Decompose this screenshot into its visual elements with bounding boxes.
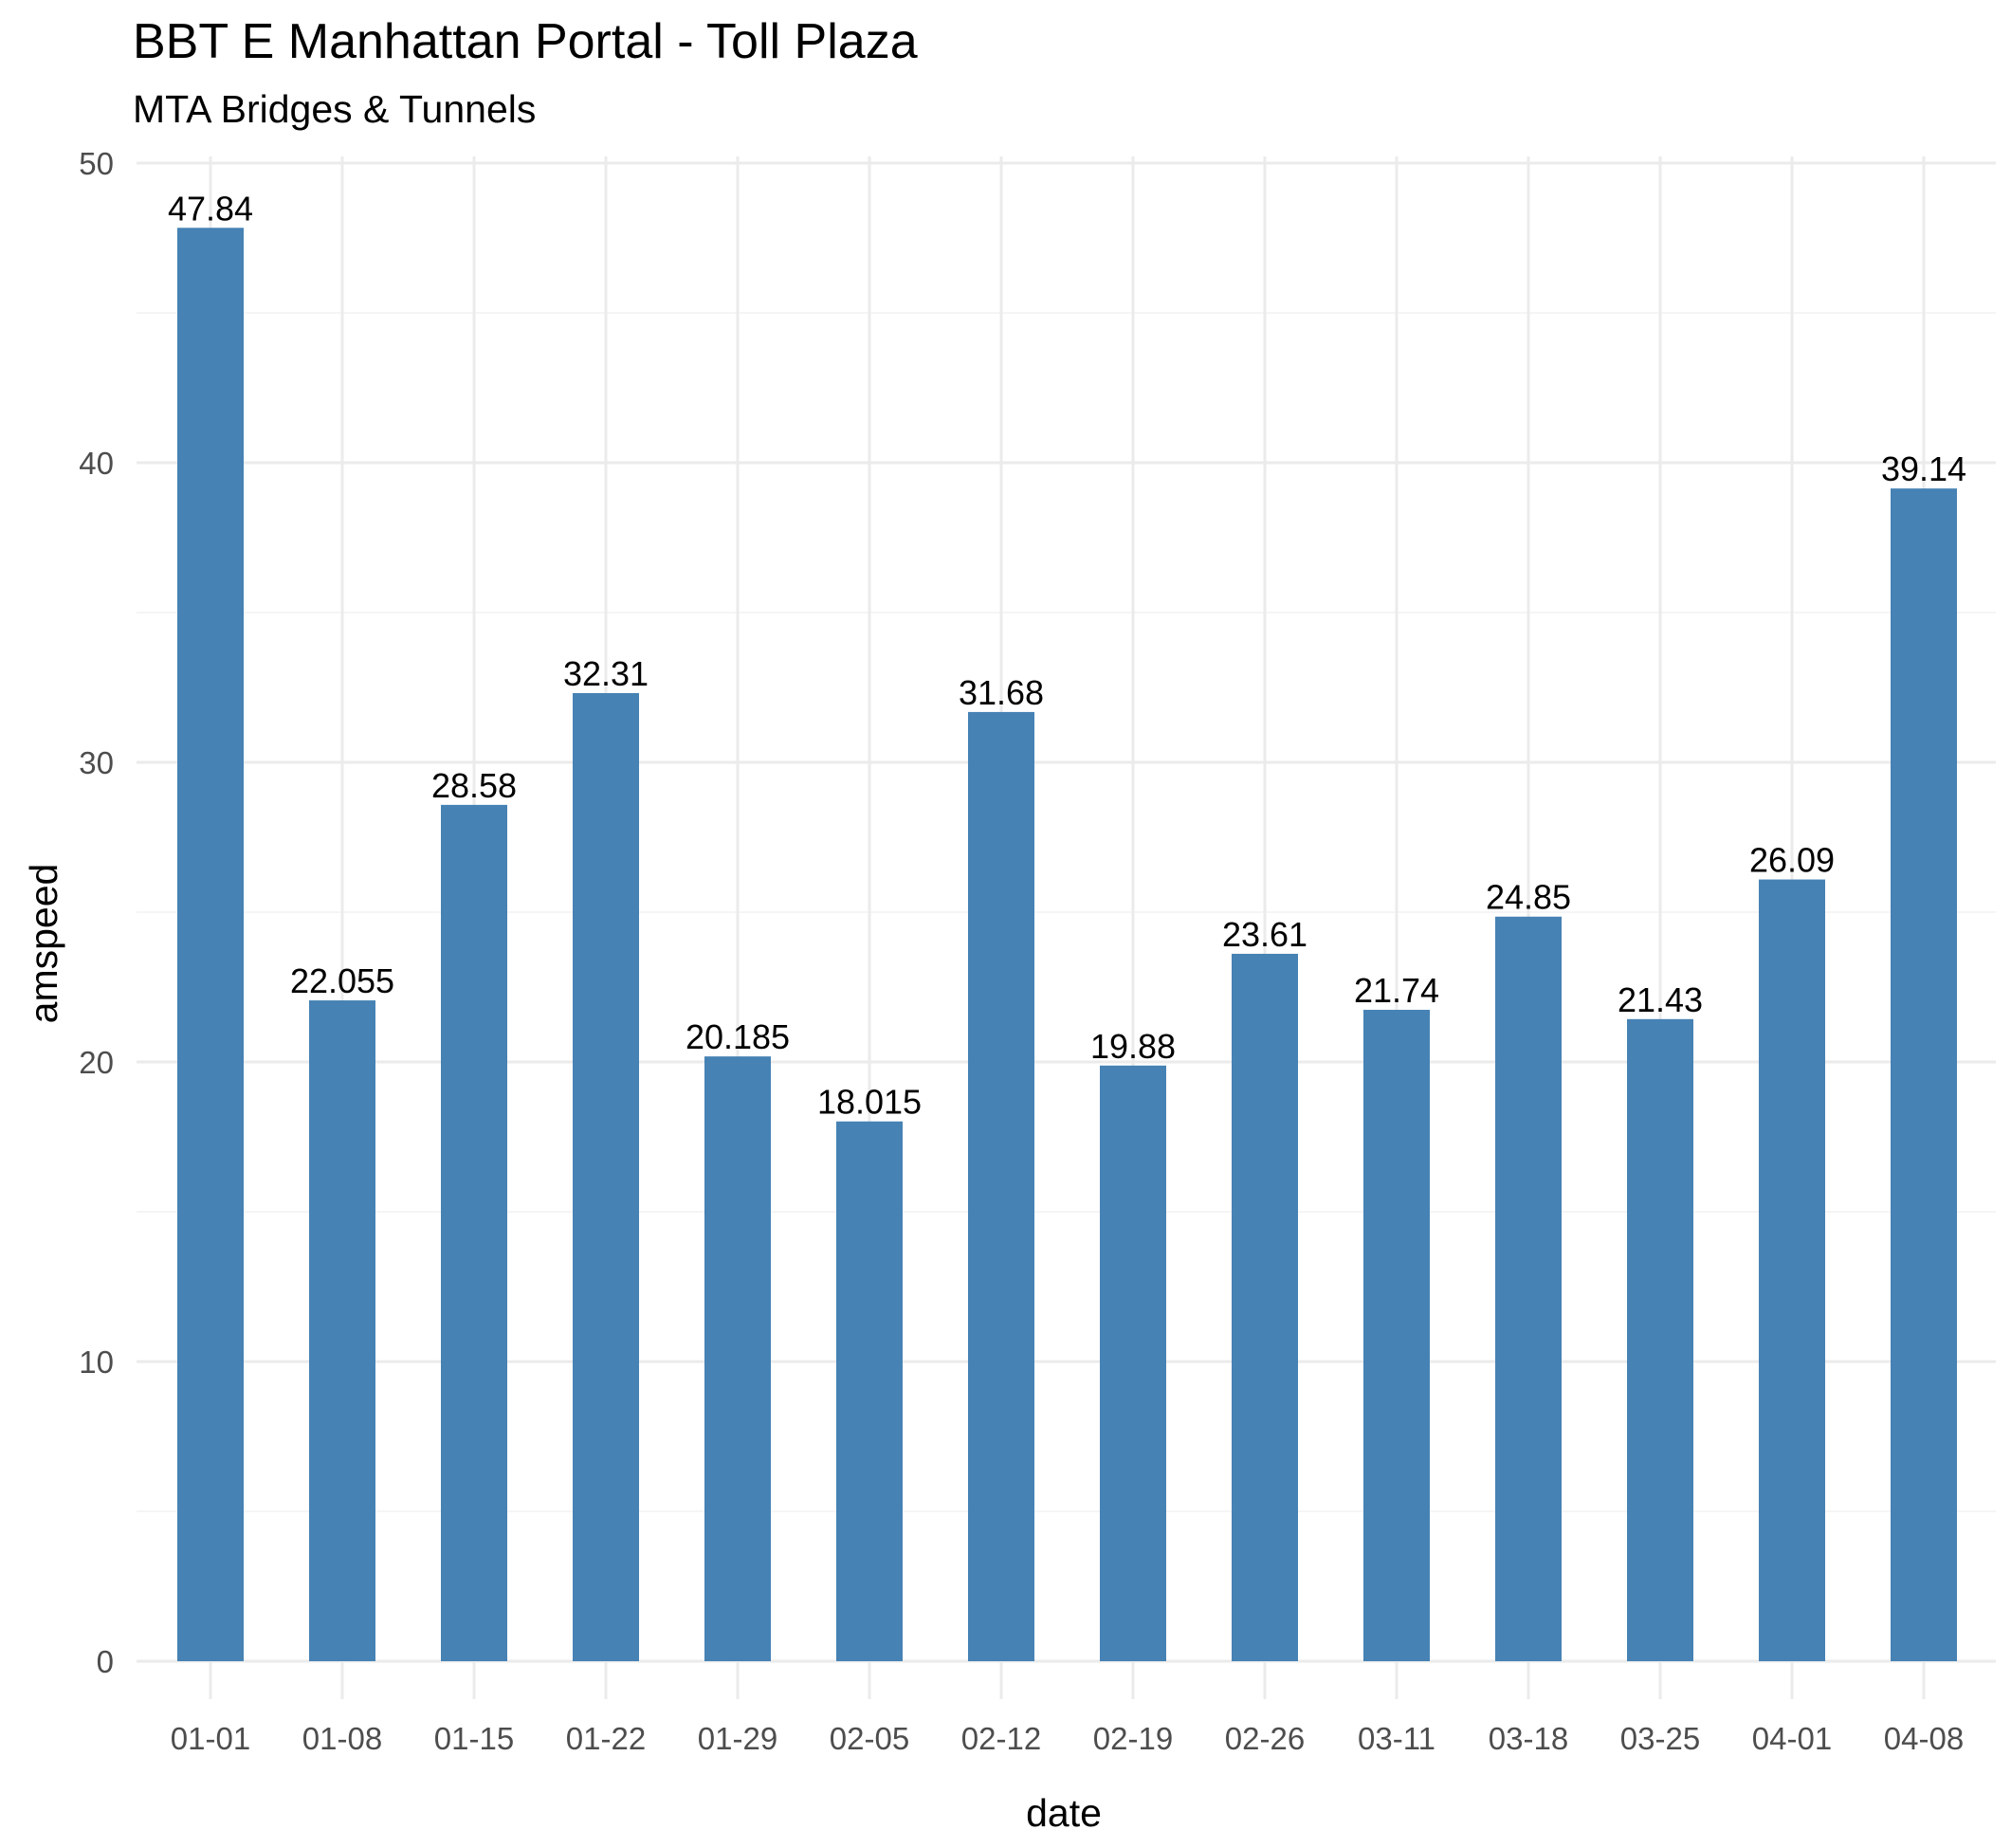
x-tick-label: 03-11 [1358,1721,1435,1756]
data-label: 21.74 [1354,971,1439,1010]
chart-title: BBT E Manhattan Portal - Toll Plaza [133,14,918,69]
y-tick-label: 50 [79,146,114,181]
bar [1495,916,1562,1661]
data-label: 23.61 [1222,915,1307,954]
y-tick-label: 20 [79,1045,114,1080]
bars [177,228,1957,1662]
x-tick-label: 02-26 [1225,1721,1305,1756]
bar [704,1056,771,1661]
data-label: 18.015 [817,1083,922,1122]
x-tick-label: 04-01 [1752,1721,1832,1756]
x-tick-label: 02-19 [1093,1721,1173,1756]
data-label: 19.88 [1090,1027,1176,1066]
data-label: 22.055 [290,961,394,1000]
x-tick-label: 04-08 [1884,1721,1964,1756]
bar [177,228,244,1662]
data-label: 24.85 [1486,878,1571,917]
x-axis-title: date [1026,1791,1102,1835]
x-tick-label: 03-18 [1489,1721,1568,1756]
y-axis-title: amspeed [22,864,65,1024]
data-label: 31.68 [959,673,1044,712]
bar [1232,953,1298,1661]
x-tick-label: 03-25 [1620,1721,1700,1756]
bar [1627,1018,1693,1661]
bar [309,1000,375,1661]
y-tick-label: 0 [97,1644,114,1679]
bar [1891,488,1957,1661]
data-label: 26.09 [1749,841,1835,880]
chart-subtitle: MTA Bridges & Tunnels [133,87,537,131]
y-axis-ticks: 0 10 20 30 40 50 [79,146,114,1679]
bar [968,711,1034,1661]
data-label: 21.43 [1618,980,1703,1019]
bar [441,804,507,1661]
data-label: 39.14 [1881,449,1966,488]
y-tick-label: 30 [79,745,114,780]
data-label: 20.185 [686,1017,790,1056]
bar [1759,879,1825,1661]
bar [573,693,639,1661]
y-tick-label: 40 [79,446,114,481]
x-tick-label: 02-05 [830,1721,909,1756]
bar [1100,1065,1166,1661]
data-labels: 47.84 22.055 28.58 32.31 20.185 18.015 31.68 19… [168,189,1966,1121]
bar [836,1121,903,1661]
data-label: 32.31 [563,654,649,693]
x-tick-label: 01-01 [171,1721,250,1756]
x-tick-label: 01-15 [434,1721,514,1756]
x-tick-label: 01-29 [698,1721,777,1756]
data-label: 47.84 [168,189,253,228]
x-tick-label: 02-12 [961,1721,1041,1756]
bar [1363,1010,1430,1661]
x-tick-label: 01-08 [302,1721,382,1756]
grid [137,156,1996,1699]
x-axis-ticks: 01-01 01-08 01-15 01-22 01-29 02-05 02-12 02-19… [171,1721,1964,1756]
y-tick-label: 10 [79,1345,114,1380]
x-tick-label: 01-22 [566,1721,646,1756]
data-label: 28.58 [431,766,517,805]
